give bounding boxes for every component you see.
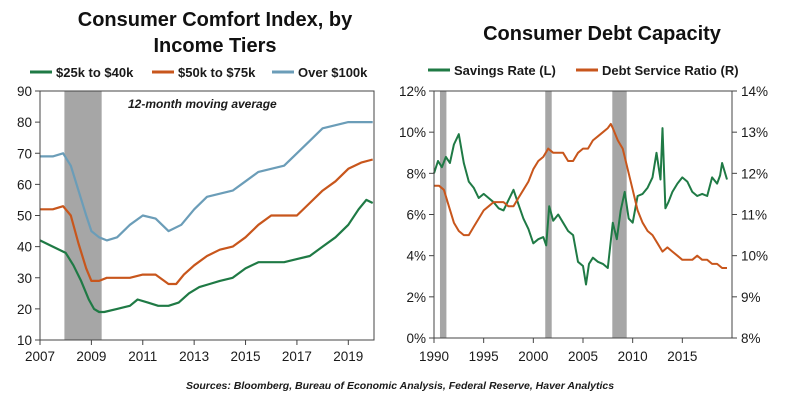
x-tick-label: 1995 (469, 349, 499, 364)
y-tick-label: 20 (17, 302, 32, 317)
right-y-tick-label: 10% (741, 249, 768, 264)
right-plot-frame (433, 90, 733, 339)
left-series-lines (39, 120, 374, 314)
left-chart-annotation: 12-month moving average (128, 97, 277, 111)
left-y-tick-label: 10% (399, 125, 426, 140)
right-legend: Savings Rate (L) Debt Service Ratio (R) (428, 63, 739, 78)
x-tick-label: 2013 (179, 349, 209, 364)
series-line-over-100k (40, 120, 373, 242)
x-tick-label: 2007 (25, 349, 55, 364)
x-tick-label: 2015 (667, 349, 697, 364)
right-y-tick-label: 14% (741, 84, 768, 99)
y-tick-label: 10 (17, 333, 32, 348)
y-tick-label: 40 (17, 240, 32, 255)
recession-band-0 (439, 91, 447, 338)
left-y-tick-label: 8% (406, 166, 426, 181)
y-tick-label: 30 (17, 271, 32, 286)
x-tick-label: 2011 (128, 349, 157, 364)
right-recession-bands (439, 91, 627, 338)
right-y-tick-label: 8% (741, 331, 761, 346)
x-tick-label: 2000 (518, 349, 548, 364)
x-tick-label: 2019 (333, 349, 363, 364)
y-tick-label: 60 (17, 177, 32, 192)
left-chart-title-line-2: Income Tiers (153, 35, 276, 57)
y-tick-label: 90 (17, 84, 32, 99)
x-tick-label: 2010 (618, 349, 648, 364)
right-tick-marks (429, 90, 737, 343)
left-tick-marks (35, 90, 349, 345)
left-y-tick-label: 0% (406, 331, 426, 346)
left-y-tick-label: 6% (406, 208, 426, 223)
left-chart-title-line-1: Consumer Comfort Index, by (78, 9, 353, 31)
left-y-tick-labels: 10 20 30 40 50 60 70 80 90 (17, 84, 32, 348)
source-note: Sources: Bloomberg, Bureau of Economic A… (186, 380, 614, 392)
right-y-tick-label: 9% (741, 290, 761, 305)
left-x-tick-labels: 2007 2009 2011 2013 2015 2017 2019 (25, 349, 363, 364)
y-tick-label: 80 (17, 115, 32, 130)
x-tick-label: 2015 (231, 349, 261, 364)
legend-label-over-100k: Over $100k (298, 65, 368, 80)
series-line-50k-to-75k (40, 158, 373, 286)
legend-label-debt-service-ratio: Debt Service Ratio (R) (602, 63, 739, 78)
right-y-tick-label: 13% (741, 125, 768, 140)
series-line-25k-to-40k (39, 198, 374, 314)
right-chart-title: Consumer Debt Capacity (483, 23, 722, 45)
y-tick-label: 70 (17, 146, 32, 161)
right-series-lines (433, 122, 728, 286)
left-y-tick-label: 2% (406, 290, 426, 305)
legend-label-25k-40k: $25k to $40k (56, 65, 134, 80)
series-line-debt-service-ratio-r (434, 122, 727, 269)
right-right-axis-tick-labels: 8% 9% 10% 11% 12% 13% 14% (741, 84, 768, 346)
right-y-tick-label: 11% (741, 208, 767, 223)
left-y-tick-label: 4% (406, 249, 426, 264)
series-line-savings-rate-l (433, 127, 728, 286)
legend-label-50k-75k: $50k to $75k (178, 65, 256, 80)
left-y-tick-label: 12% (399, 84, 426, 99)
x-tick-label: 2005 (568, 349, 598, 364)
right-left-axis-tick-labels: 0% 2% 4% 6% 8% 10% 12% (399, 84, 426, 346)
right-y-tick-label: 12% (741, 166, 768, 181)
x-tick-label: 2017 (282, 349, 312, 364)
legend-label-savings-rate: Savings Rate (L) (454, 63, 556, 78)
left-legend: $25k to $40k $50k to $75k Over $100k (30, 65, 368, 80)
y-tick-label: 50 (17, 209, 32, 224)
x-tick-label: 1990 (419, 349, 449, 364)
right-x-tick-labels: 1990 1995 2000 2005 2010 2015 (419, 349, 697, 364)
x-tick-label: 2009 (76, 349, 106, 364)
